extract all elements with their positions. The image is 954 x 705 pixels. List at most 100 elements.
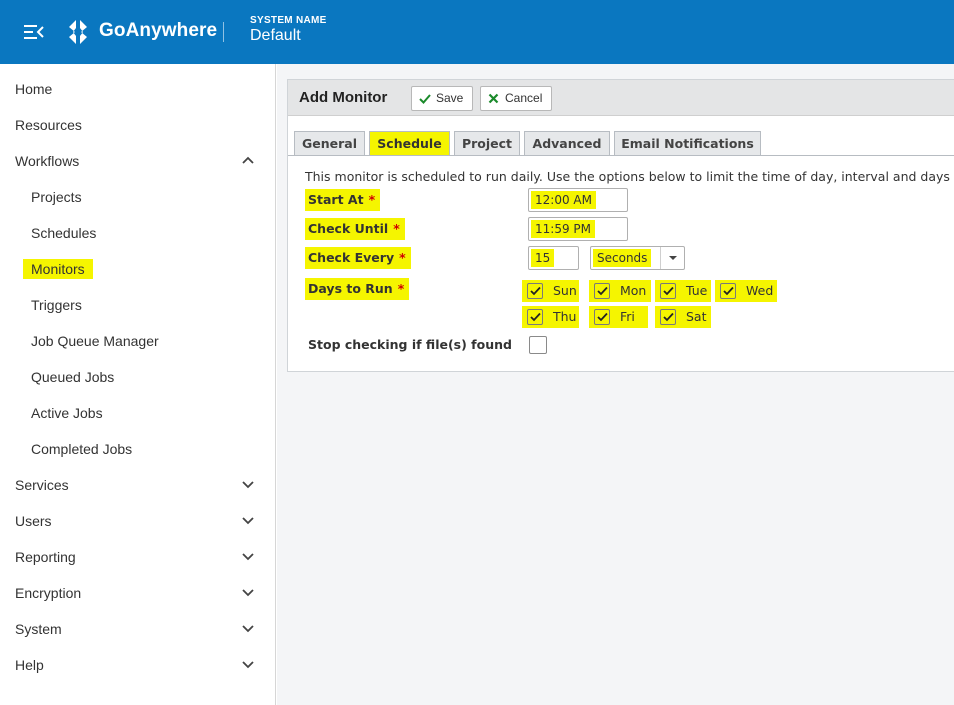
system-name-label: SYSTEM NAME (250, 15, 327, 26)
start-at-input[interactable]: 12:00 AM (528, 188, 628, 212)
sidebar-item-monitors[interactable]: Monitors (0, 251, 276, 287)
sidebar-item-users[interactable]: Users (0, 503, 276, 539)
tab-project[interactable]: Project (454, 131, 520, 155)
sidebar-item-label: Projects (31, 189, 82, 205)
menu-collapse-icon[interactable] (22, 22, 46, 42)
header-divider (223, 22, 224, 42)
sidebar-item-label: Encryption (15, 585, 82, 601)
check-until-input[interactable]: 11:59 PM (528, 217, 628, 241)
sidebar-item-services[interactable]: Services (0, 467, 276, 503)
chevron-down-icon (242, 625, 254, 633)
required-marker: * (397, 281, 405, 296)
sidebar-item-system[interactable]: System (0, 611, 276, 647)
schedule-info-text: This monitor is scheduled to run daily. … (305, 169, 954, 184)
sidebar-item-reporting[interactable]: Reporting (0, 539, 276, 575)
tab-email-notifications[interactable]: Email Notifications (614, 131, 761, 155)
day-sat-checkbox[interactable]: Sat (655, 306, 711, 328)
required-marker: * (399, 250, 406, 265)
checkbox-checked-icon (660, 283, 676, 299)
checkbox-checked-icon (527, 309, 543, 325)
start-at-value: 12:00 AM (531, 191, 596, 209)
days-to-run-label: Days to Run * (305, 278, 410, 300)
check-every-value: 15 (531, 249, 555, 267)
schedule-tab-content: This monitor is scheduled to run daily. … (288, 156, 954, 372)
tab-label: Schedule (377, 136, 442, 151)
panel-titlebar: Add Monitor Save Cancel (288, 80, 954, 116)
start-at-label: Start At * (305, 189, 381, 211)
sidebar-item-queued-jobs[interactable]: Queued Jobs (0, 359, 276, 395)
save-button-label: Save (436, 91, 464, 105)
sidebar-item-job-queue-manager[interactable]: Job Queue Manager (0, 323, 276, 359)
sidebar-item-triggers[interactable]: Triggers (0, 287, 276, 323)
tab-label: Email Notifications (621, 136, 754, 151)
check-every-label-text: Check Every (308, 250, 395, 265)
sidebar-item-label: Schedules (31, 225, 97, 241)
sidebar-item-completed-jobs[interactable]: Completed Jobs (0, 431, 276, 467)
day-mon-checkbox[interactable]: Mon (589, 280, 651, 302)
required-marker: * (368, 192, 376, 207)
day-thu-checkbox[interactable]: Thu (522, 306, 579, 328)
sidebar-item-label: Job Queue Manager (31, 333, 159, 349)
sidebar-item-label: Triggers (31, 297, 82, 313)
close-icon (488, 93, 499, 104)
tab-label: Project (461, 136, 513, 151)
checkbox-checked-icon (720, 283, 736, 299)
check-every-unit-value: Seconds (593, 249, 652, 267)
sidebar-item-resources[interactable]: Resources (0, 107, 276, 143)
sidebar-item-label: Resources (15, 117, 82, 133)
chevron-down-icon (242, 589, 254, 597)
add-monitor-panel: Add Monitor Save Cancel General Schedule… (287, 79, 954, 372)
save-button[interactable]: Save (411, 86, 473, 111)
checkbox-checked-icon (527, 283, 543, 299)
tab-label: General (302, 136, 357, 151)
sidebar-item-label: Home (15, 81, 53, 97)
day-wed-checkbox[interactable]: Wed (715, 280, 777, 302)
caret-down-icon (660, 247, 684, 269)
days-to-run-label-text: Days to Run (308, 281, 393, 296)
stop-checking-label: Stop checking if file(s) found (308, 337, 512, 352)
page-title: Add Monitor (299, 89, 388, 106)
required-marker: * (393, 221, 400, 236)
sidebar-item-schedules[interactable]: Schedules (0, 215, 276, 251)
cancel-button[interactable]: Cancel (480, 86, 552, 111)
tab-schedule[interactable]: Schedule (369, 131, 450, 155)
tab-label: Advanced (532, 136, 602, 151)
sidebar-item-label: Reporting (15, 549, 76, 565)
sidebar-item-workflows[interactable]: Workflows (0, 143, 276, 179)
sidebar-item-label: Users (15, 513, 52, 529)
check-every-input[interactable]: 15 (528, 246, 579, 270)
day-fri-checkbox[interactable]: Fri (589, 306, 648, 328)
day-label: Thu (553, 309, 577, 324)
sidebar-item-home[interactable]: Home (0, 71, 276, 107)
goanywhere-logo-icon (66, 19, 90, 45)
brand-name: GoAnywhere (99, 20, 218, 41)
sidebar-item-label: Queued Jobs (31, 369, 115, 385)
sidebar-item-help[interactable]: Help (0, 647, 276, 683)
sidebar-item-projects[interactable]: Projects (0, 179, 276, 215)
day-label: Sun (553, 283, 577, 298)
check-until-label-text: Check Until (308, 221, 389, 236)
sidebar-item-label: System (15, 621, 62, 637)
checkbox-checked-icon (594, 283, 610, 299)
sidebar-item-encryption[interactable]: Encryption (0, 575, 276, 611)
day-label: Mon (620, 283, 647, 298)
day-tue-checkbox[interactable]: Tue (655, 280, 711, 302)
day-sun-checkbox[interactable]: Sun (522, 280, 579, 302)
chevron-down-icon (242, 553, 254, 561)
start-at-label-text: Start At (308, 192, 364, 207)
checkbox-checked-icon (594, 309, 610, 325)
check-icon (419, 94, 431, 104)
check-every-unit-select[interactable]: Seconds (590, 246, 685, 270)
chevron-down-icon (242, 661, 254, 669)
check-until-value: 11:59 PM (531, 220, 595, 238)
chevron-down-icon (242, 481, 254, 489)
app-header: GoAnywhere SYSTEM NAME Default (0, 0, 954, 64)
tab-general[interactable]: General (294, 131, 365, 155)
sidebar-item-active-jobs[interactable]: Active Jobs (0, 395, 276, 431)
chevron-down-icon (242, 517, 254, 525)
stop-checking-checkbox[interactable] (529, 336, 547, 354)
main-area: Add Monitor Save Cancel General Schedule… (277, 64, 954, 705)
chevron-up-icon (242, 156, 254, 164)
tab-advanced[interactable]: Advanced (524, 131, 610, 155)
day-label: Tue (686, 283, 708, 298)
